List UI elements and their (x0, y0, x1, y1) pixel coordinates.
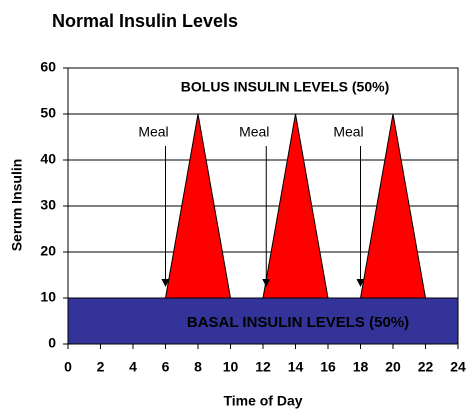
x-tick-label: 10 (223, 359, 239, 375)
x-tick-label: 16 (320, 359, 336, 375)
x-tick-label: 18 (353, 359, 369, 375)
y-tick-label: 50 (40, 105, 56, 121)
area (67, 297, 459, 345)
y-tick-label: 10 (40, 289, 56, 305)
x-axis-label: Time of Day (223, 393, 302, 409)
x-tick-label: 24 (450, 359, 466, 375)
x-tick-label: 2 (97, 359, 105, 375)
y-tick-label: 30 (40, 197, 56, 213)
x-tick-label: 8 (194, 359, 202, 375)
series-label: BASAL INSULIN LEVELS (50%) (187, 314, 409, 331)
area (164, 113, 427, 299)
y-tick-label: 20 (40, 243, 56, 259)
annotation-label: Meal (333, 124, 363, 140)
series-label: BOLUS INSULIN LEVELS (50%) (181, 79, 389, 95)
x-tick-label: 0 (64, 359, 72, 375)
x-tick-label: 14 (288, 359, 304, 375)
y-axis-label: Serum Insulin (9, 159, 25, 252)
x-tick-label: 4 (129, 359, 137, 375)
annotation-label: Meal (239, 124, 269, 140)
annotation-label: Meal (138, 124, 168, 140)
x-tick-label: 6 (162, 359, 170, 375)
y-tick-label: 0 (48, 335, 56, 351)
x-tick-label: 12 (255, 359, 271, 375)
y-tick-label: 40 (40, 151, 56, 167)
y-tick-label: 60 (40, 59, 56, 75)
x-tick-label: 20 (385, 359, 401, 375)
chart-title: Normal Insulin Levels (52, 11, 238, 31)
x-tick-label: 22 (418, 359, 434, 375)
